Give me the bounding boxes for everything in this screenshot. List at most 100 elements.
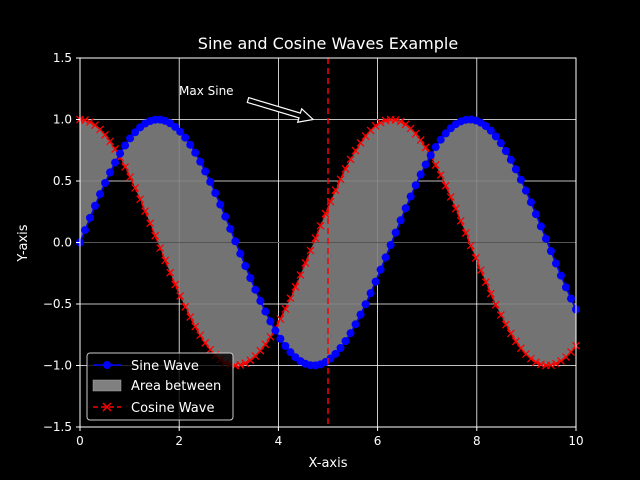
sine-point [501, 146, 510, 155]
cosine-line [79, 118, 577, 367]
cosine-point [171, 280, 180, 289]
sine-point [426, 151, 435, 160]
sine-point [96, 190, 105, 199]
x-tick-label: 8 [473, 434, 481, 448]
sine-point [511, 165, 520, 174]
legend-area-swatch [92, 379, 122, 392]
cosine-point [176, 291, 185, 300]
cosine-point [236, 361, 245, 369]
sine-point [376, 265, 385, 274]
annotation-arrow [246, 96, 315, 123]
cosine-point [466, 241, 475, 250]
cosine-point [451, 204, 460, 213]
sine-point [381, 253, 390, 262]
y-tick-label: 0.0 [53, 236, 72, 250]
sine-point [546, 247, 555, 256]
sine-point [236, 249, 245, 258]
sine-point [541, 234, 550, 243]
x-tick-label: 2 [175, 434, 183, 448]
cosine-point [346, 155, 355, 164]
sine-point [526, 198, 535, 207]
sine-point [341, 337, 350, 346]
sine-point [206, 177, 215, 186]
sine-point [551, 259, 560, 268]
sine-point [386, 241, 395, 250]
sine-point [401, 204, 410, 213]
sine-point [491, 132, 500, 141]
sine-point [356, 310, 365, 319]
cosine-point [506, 329, 515, 338]
cosine-point [186, 313, 195, 322]
x-axis-label: X-axis [309, 456, 348, 471]
cosine-point [191, 322, 200, 331]
cosine-point [341, 164, 350, 173]
sine-point [331, 349, 340, 358]
sine-point [241, 261, 250, 270]
cosine-point [501, 320, 510, 329]
cosine-point [256, 346, 265, 355]
sine-point [271, 326, 280, 335]
cosine-point [391, 115, 400, 124]
sine-point [221, 212, 230, 221]
x-tick-label: 0 [76, 434, 84, 448]
cosine-point [526, 354, 535, 363]
sine-point [281, 341, 290, 350]
sine-point [186, 140, 195, 149]
legend: Sine Wave Area between Cosine Wave [86, 352, 234, 421]
cosine-point [131, 183, 140, 192]
sine-point [266, 317, 275, 326]
legend-item-cosine: Cosine Wave [93, 401, 214, 416]
sine-point [196, 157, 205, 166]
sine-point [286, 348, 295, 357]
cosine-point [436, 171, 445, 179]
x-axis-ticks: 0 2 4 6 8 10 [76, 427, 584, 448]
cosine-point [121, 162, 130, 171]
sine-point [431, 143, 440, 152]
sine-point [436, 135, 445, 144]
sine-point [121, 141, 130, 150]
sine-point [131, 128, 140, 137]
y-tick-label: −0.5 [43, 297, 72, 311]
y-axis-ticks: −1.5 −1.0 −0.5 0.0 0.5 1.0 1.5 [43, 51, 80, 434]
sine-point [556, 271, 565, 280]
sine-point [256, 296, 265, 305]
cosine-point [161, 256, 170, 265]
y-tick-label: 0.5 [53, 174, 72, 188]
sine-point [416, 170, 425, 179]
cosine-point [156, 244, 165, 253]
cosine-point [481, 278, 490, 287]
cosine-point [376, 118, 385, 127]
y-tick-label: 1.0 [53, 113, 72, 127]
sine-point [566, 294, 575, 303]
sine-point [411, 181, 420, 190]
cosine-point [306, 246, 315, 255]
cosine-point [316, 221, 325, 230]
y-tick-label: 1.5 [53, 51, 72, 65]
cosine-point [201, 338, 210, 347]
cosine-point [371, 121, 380, 130]
annotation-text: Max Sine [179, 84, 234, 98]
sine-point [101, 178, 110, 187]
cosine-point [336, 175, 345, 184]
cosine-point [146, 219, 155, 228]
plot-area: Max Sine [76, 57, 580, 428]
cosine-point [261, 340, 270, 349]
cosine-point [471, 253, 480, 262]
cosine-point [266, 332, 275, 341]
x-tick-label: 10 [568, 434, 583, 448]
sine-point [86, 213, 95, 222]
sine-point [116, 149, 125, 158]
cosine-point [431, 160, 440, 169]
sine-point [106, 168, 115, 177]
cosine-point [496, 311, 505, 320]
sine-point [81, 226, 90, 235]
cosine-point [301, 258, 310, 267]
cosine-point [546, 361, 555, 370]
y-axis-label: Y-axis [16, 224, 31, 262]
cosine-point [441, 181, 450, 190]
cosine-point [351, 146, 360, 155]
sine-point [176, 127, 185, 136]
sine-point [421, 160, 430, 169]
sine-point [201, 167, 210, 176]
